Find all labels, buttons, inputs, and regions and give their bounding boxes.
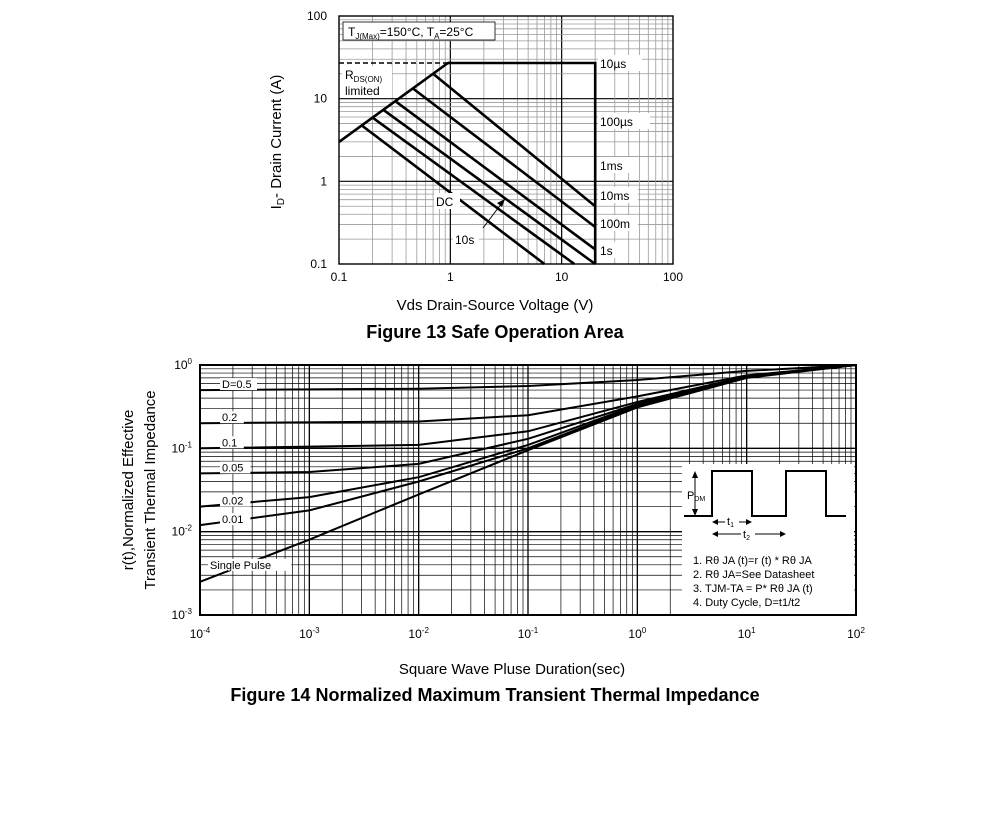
thermal-y-axis-label-line1: r(t),Normalized Effective xyxy=(120,410,137,571)
thermal-series-line xyxy=(199,364,857,392)
thermal-tick-labels: 10-4 10-3 10-2 10-1 100 101 102 10-3 10-2 10-1 100 xyxy=(172,357,866,641)
thermal-curve-label-bg xyxy=(220,411,244,424)
soa-plot-frame xyxy=(338,15,674,265)
t2-label-bg xyxy=(741,528,755,540)
soa-series-line xyxy=(382,108,596,266)
thermal-y-tick-label: 10-2 xyxy=(172,524,193,539)
thermal-curve-label-bg xyxy=(220,494,251,507)
soa-x-tick-label: 10 xyxy=(555,270,569,284)
soa-label-100us: 100µs xyxy=(600,115,633,129)
thermal-curve-label-bg xyxy=(208,558,292,571)
soa-label-bg xyxy=(598,215,638,231)
soa-series xyxy=(338,61,597,266)
t2-arrow-left xyxy=(712,531,718,537)
soa-x-tick-label: 1 xyxy=(447,270,454,284)
thermal-x-tick-label: 10-1 xyxy=(518,626,539,641)
thermal-curve-label: 0.1 xyxy=(222,437,237,449)
soa-y-tick-label: 100 xyxy=(307,9,327,23)
thermal-curve-label: D=0.5 xyxy=(222,379,252,391)
soa-rds-label: RDS(ON) xyxy=(345,68,382,84)
inset-note-4: 4. Duty Cycle, D=t1/t2 xyxy=(693,597,800,609)
inset-note-3: 3. TJM-TA = P* Rθ JA (t) xyxy=(693,583,813,595)
thermal-curve-label-bg xyxy=(220,461,251,474)
thermal-curve-label-bg xyxy=(220,436,244,449)
thermal-curve-labels: D=0.5 0.2 0.1 0.05 0.02 0.01 Single Pulse xyxy=(208,378,292,572)
thermal-y-tick-label: 10-3 xyxy=(172,607,193,622)
soa-label-bg xyxy=(434,193,460,209)
thermal-curve-label: 0.05 xyxy=(222,462,243,474)
soa-rds-limited-label: limited xyxy=(345,84,380,98)
thermal-y-tick-label: 100 xyxy=(174,357,192,372)
t2-label: t2 xyxy=(743,529,750,542)
thermal-x-tick-label: 10-4 xyxy=(190,626,211,641)
soa-label-bg xyxy=(453,231,479,247)
soa-y-tick-label: 10 xyxy=(314,92,328,106)
inset-note-1: 1. Rθ JA (t)=r (t) * Rθ JA xyxy=(693,555,813,567)
thermal-curve-label: 0.01 xyxy=(222,514,243,526)
soa-label-bg xyxy=(598,187,638,203)
soa-series-line xyxy=(371,116,576,266)
soa-label-10s: 10s xyxy=(455,233,474,247)
thermal-plot-frame xyxy=(199,364,857,616)
pdm-arrow-head-down xyxy=(692,509,698,516)
soa-series-line xyxy=(432,72,597,208)
soa-label-dc: DC xyxy=(436,195,454,209)
soa-series-line xyxy=(447,61,597,264)
soa-label-100m: 100m xyxy=(600,217,630,231)
soa-tick-labels: 0.1 1 10 100 0.1 1 10 100 xyxy=(307,9,683,284)
soa-x-tick-label: 100 xyxy=(663,270,683,284)
soa-y-tick-label: 0.1 xyxy=(310,257,327,271)
soa-label-10ms: 10ms xyxy=(600,189,629,203)
pulse-waveform xyxy=(684,470,846,517)
soa-label-1ms: 1ms xyxy=(600,159,623,173)
thermal-x-tick-label: 10-2 xyxy=(408,626,429,641)
thermal-x-tick-label: 10-3 xyxy=(299,626,320,641)
thermal-y-axis-label-line2: Transient Thermal Impedance xyxy=(142,390,159,589)
soa-10s-pointer-head xyxy=(497,199,505,207)
soa-rds-label-bg xyxy=(342,66,392,98)
thermal-x-tick-label: 101 xyxy=(738,626,756,641)
soa-series-line xyxy=(412,87,596,229)
t1-label: t1 xyxy=(727,516,734,529)
thermal-y-tick-label: 10-1 xyxy=(172,440,193,455)
soa-label-bg xyxy=(598,113,650,129)
thermal-series xyxy=(199,364,857,583)
soa-label-bg xyxy=(598,157,630,173)
soa-label-bg xyxy=(598,242,620,258)
pdm-arrow-head-up xyxy=(692,471,698,478)
soa-figure-caption: Figure 13 Safe Operation Area xyxy=(366,322,624,342)
thermal-x-axis-label: Square Wave Pluse Duration(sec) xyxy=(399,661,625,678)
pulse-inset: PDM t1 t2 1. Rθ JA (t)=r (t) * Rθ JA 2. … xyxy=(682,464,854,614)
thermal-curve-label-bg xyxy=(220,378,257,391)
t2-arrow-right xyxy=(780,531,786,537)
thermal-x-tick-label: 100 xyxy=(628,626,646,641)
inset-note-2: 2. Rθ JA=See Datasheet xyxy=(693,569,814,581)
soa-label-bg xyxy=(598,55,642,71)
soa-series-line xyxy=(394,100,596,251)
thermal-x-tick-label: 102 xyxy=(847,626,865,641)
soa-y-tick-label: 1 xyxy=(320,174,327,188)
thermal-curve-label-bg xyxy=(220,513,251,526)
soa-label-10us: 10µs xyxy=(600,57,626,71)
soa-x-axis-label: Vds Drain-Source Voltage (V) xyxy=(397,297,594,314)
soa-y-axis-label: ID- Drain Current (A) xyxy=(268,75,287,210)
soa-label-1s: 1s xyxy=(600,244,613,258)
thermal-curve-label: Single Pulse xyxy=(210,560,271,572)
soa-condition-box xyxy=(342,21,496,41)
thermal-figure-caption: Figure 14 Normalized Maximum Transient T… xyxy=(230,685,759,705)
thermal-chart: 10-4 10-3 10-2 10-1 100 101 102 10-3 10-2 10-1 100… xyxy=(120,357,865,705)
thermal-curve-label: 0.02 xyxy=(222,496,243,508)
soa-chart: 0.1 1 10 100 0.1 1 10 100 TJ(Max)=150°C, TA=25°… xyxy=(268,9,683,342)
thermal-curve-label: 0.2 xyxy=(222,412,237,424)
t1-arrow-right xyxy=(746,519,752,525)
t1-label-bg xyxy=(725,515,739,527)
t1-arrow-left xyxy=(712,519,718,525)
soa-condition-text: TJ(Max)=150°C, TA=25°C xyxy=(348,25,474,41)
pdm-label: PDM xyxy=(687,490,705,503)
thermal-series-line xyxy=(199,364,857,583)
soa-x-tick-label: 0.1 xyxy=(331,270,348,284)
